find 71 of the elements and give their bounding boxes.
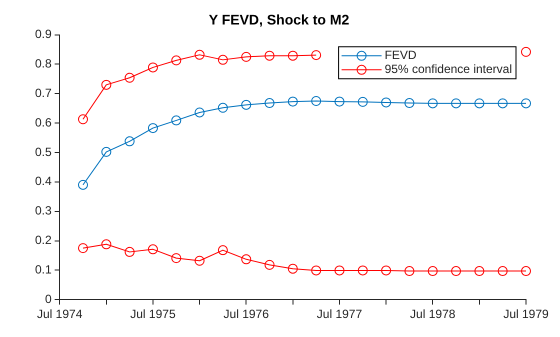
point [381,265,392,276]
point [381,97,392,108]
point [148,62,158,72]
point [194,107,205,118]
point [124,136,135,146]
point [78,114,88,124]
y-tick-label: 0 [44,292,52,306]
point [78,180,88,190]
point [194,256,205,266]
point [78,243,88,254]
point [451,266,462,276]
x-tick-label: Jul 1977 [316,307,362,322]
point [451,98,462,108]
point [218,245,228,256]
point [241,254,252,264]
point [288,96,298,107]
point [171,55,182,66]
point [218,102,228,113]
point [498,266,508,276]
x-tick-label: Jul 1979 [503,307,550,322]
point [404,266,414,276]
y-tick-label: 0.3 [34,204,52,218]
y-tick-label: 0.7 [34,86,52,100]
point [148,244,158,254]
point [171,115,182,126]
point [474,98,484,108]
point [288,264,298,274]
x-tick-label: Jul 1975 [130,307,176,322]
point [404,98,414,108]
point [124,246,135,257]
point [171,253,182,264]
point [521,98,531,108]
point [311,265,322,276]
point [264,260,275,270]
point [311,50,322,60]
point [218,54,228,65]
point [124,72,135,83]
point [358,96,368,107]
point [428,266,438,276]
point [264,50,275,61]
point [334,265,344,276]
y-tick-label: 0.4 [34,174,52,188]
point [334,96,344,107]
point [498,98,508,108]
point [288,50,298,61]
point [358,265,368,276]
x-tick-label: Jul 1978 [410,307,456,322]
point [264,98,275,108]
point [428,98,438,108]
x-tick-label: Jul 1974 [36,307,83,322]
y-tick-label: 0.6 [34,115,52,130]
chart-title: Y FEVD, Shock to M2 [208,11,350,28]
point [101,239,112,250]
point [101,80,112,90]
point [311,96,322,106]
point [101,146,112,157]
point [241,52,252,62]
point [521,266,531,276]
legend-label: 95% confidence interval [384,62,512,76]
y-tick-label: 0.2 [34,233,52,248]
point [474,266,484,276]
y-tick-label: 0.8 [34,56,52,71]
y-tick-label: 0.1 [34,262,52,276]
legend-label: FEVD [384,48,417,62]
point [521,46,531,57]
point [194,50,205,60]
point [148,123,158,134]
x-tick-label: Jul 1976 [224,307,270,322]
point [241,100,252,110]
y-tick-label: 0.9 [34,27,52,42]
y-tick-label: 0.5 [34,144,52,159]
